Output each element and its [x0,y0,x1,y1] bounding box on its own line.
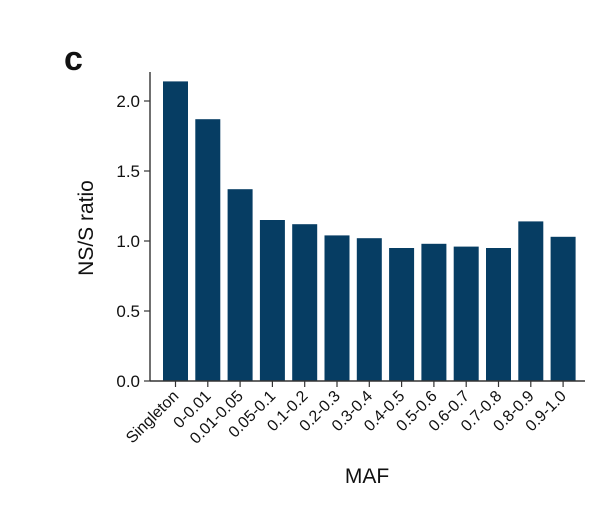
bar-3 [259,220,285,381]
y-axis: 0.0 0.5 1.0 1.5 2.0 [116,72,151,391]
bar-8 [421,243,447,381]
bar-9 [453,246,479,381]
bar-10 [486,248,511,381]
bar-7 [389,248,415,381]
bar-2 [227,189,253,381]
y-axis-title: NS/S ratio [75,180,98,276]
y-tick-label-3: 1.5 [116,162,140,181]
y-tick-label-0: 0.0 [116,372,140,391]
x-axis: Singleton0-0.010.01-0.050.05-0.10.1-0.20… [123,380,585,448]
x-axis-title: MAF [345,465,389,488]
y-tick-label-2: 1.0 [116,232,140,251]
panel-letter: c [64,40,83,78]
y-tick-label-1: 0.5 [116,302,140,321]
bar-1 [195,119,221,381]
bar-11 [518,221,544,381]
bar-5 [324,235,350,381]
bars-group [163,81,576,382]
y-tick-label-4: 2.0 [116,92,140,111]
bar-4 [292,224,318,381]
bar-12 [550,236,576,381]
bar-6 [356,238,382,381]
bar-0 [163,81,188,382]
